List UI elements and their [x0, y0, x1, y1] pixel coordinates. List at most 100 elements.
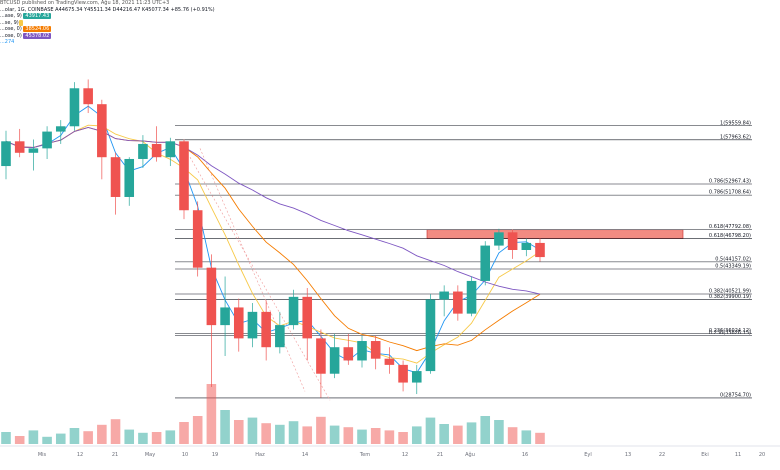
candle-body: [165, 141, 176, 158]
x-tick-label: 10: [182, 452, 188, 458]
x-tick-label: 21: [437, 452, 443, 458]
trend-channel-line: [189, 157, 331, 401]
indicator-row-4[interactable]: ...ose, 0) 45378.02: [0, 32, 215, 40]
volume-bar: [247, 417, 258, 444]
volume-bar: [439, 424, 449, 444]
candle-body: [439, 291, 449, 300]
volume-bar: [398, 432, 408, 444]
candle-body: [302, 296, 313, 339]
candle-body: [206, 267, 217, 326]
volume-bar: [275, 424, 285, 444]
volume-bar: [521, 430, 532, 444]
volume-bar: [1, 432, 11, 444]
candle-body: [288, 296, 299, 326]
candle-body: [411, 371, 422, 383]
volume-bar: [28, 430, 39, 444]
x-tick-label: Eki: [701, 452, 708, 458]
candle-body: [329, 347, 340, 374]
ma-line-fast: [5, 105, 541, 374]
volume-bar: [69, 428, 80, 444]
candle-body: [14, 141, 25, 153]
x-tick-label: 16: [522, 452, 528, 458]
candle-body: [261, 311, 271, 348]
fib-level-label: 0.382(39900.19): [709, 294, 751, 300]
x-tick-label: 11: [735, 452, 741, 458]
fib-level-label: 0.618(47792.08): [709, 224, 751, 230]
candle-body: [1, 141, 11, 167]
indicator-row-2[interactable]: ...se, 9): [0, 19, 215, 27]
ma-line-slow: [5, 127, 541, 352]
fib-level-label: 0.382(40521.99): [709, 288, 751, 294]
candle-body: [220, 307, 230, 326]
candle-body: [28, 148, 39, 153]
volume-bar: [165, 430, 176, 444]
volume-bar: [179, 422, 189, 444]
indicator-value: [18, 19, 23, 26]
candle-body: [384, 358, 395, 365]
indicator-name: ...ase, 9): [0, 13, 22, 19]
volume-bar: [507, 427, 518, 444]
volume-bar: [192, 416, 203, 444]
symbol-name: ...olar, 1G, COINBASE: [0, 6, 54, 13]
resistance-zone: [426, 229, 684, 239]
volume-bar: [151, 432, 162, 444]
fib-level-label: 1(57963.62): [720, 134, 751, 140]
candle-body: [357, 341, 367, 361]
candle-body: [494, 232, 504, 246]
candle-body: [97, 104, 107, 158]
x-tick-label: 13: [625, 452, 631, 458]
candle-body: [69, 88, 80, 127]
candle-body: [233, 307, 244, 339]
candle-body: [507, 232, 518, 250]
candle-body: [42, 131, 52, 149]
candle-body: [398, 364, 408, 383]
volume-bar: [233, 420, 244, 444]
fib-level-label: 0(28754.70): [720, 392, 751, 398]
x-tick-label: Tem: [359, 452, 370, 458]
candle-body: [192, 210, 203, 268]
fib-level-label: 0.236(36024.12): [709, 328, 751, 334]
candle-body: [247, 311, 258, 339]
x-tick-label: 21: [112, 452, 118, 458]
x-tick-label: 19: [212, 452, 218, 458]
ohlc-readout: A44675.34 Y45511.34 D44216.47 K45077.34 …: [55, 6, 215, 13]
volume-bar: [535, 432, 545, 444]
indicator-row-1[interactable]: ...ase, 9) 43917.43: [0, 13, 215, 20]
volume-bar: [453, 425, 463, 444]
ma-line-medium: [5, 124, 541, 364]
fib-level-label: 0.786(52967.43): [709, 179, 751, 185]
fib-level-label: 0.5(44157.02): [715, 256, 751, 262]
volume-bar: [14, 436, 25, 444]
x-tick-label: Mis: [38, 452, 47, 458]
candle-body: [124, 158, 135, 197]
volume-bar: [343, 427, 354, 444]
x-tick-label: 22: [659, 452, 665, 458]
x-tick-label: Haz: [255, 452, 265, 458]
candle-body: [480, 245, 491, 281]
volume-bar: [425, 417, 436, 444]
candle-body: [275, 325, 285, 348]
x-tick-label: Ağu: [465, 451, 475, 458]
volume-bar: [138, 432, 148, 444]
volume-bar: [55, 433, 66, 444]
candle-body: [453, 291, 463, 314]
x-tick-label: 14: [302, 452, 308, 458]
indicator-name: ...ose, 0): [0, 26, 22, 32]
volume-bar: [357, 429, 367, 444]
volume-bar: [329, 425, 340, 444]
indicator-row-3[interactable]: ...ose, 0) 38524.06: [0, 26, 215, 33]
candle-body: [425, 299, 436, 372]
x-tick-label: 12: [402, 452, 408, 458]
volume-bar: [288, 421, 299, 444]
indicator-name: ...se, 9): [0, 19, 19, 26]
indicator-value: 38524.06: [23, 26, 52, 32]
volume-bar: [384, 430, 395, 444]
volume-bar: [110, 419, 121, 444]
indicator-name: ...ose, 0): [0, 32, 22, 39]
volume-bar: [124, 429, 135, 444]
candle-body: [343, 347, 354, 361]
indicator-row-5[interactable]: ...274: [0, 39, 215, 46]
x-tick-label: Eyl: [584, 452, 592, 458]
candle-body: [83, 88, 93, 105]
